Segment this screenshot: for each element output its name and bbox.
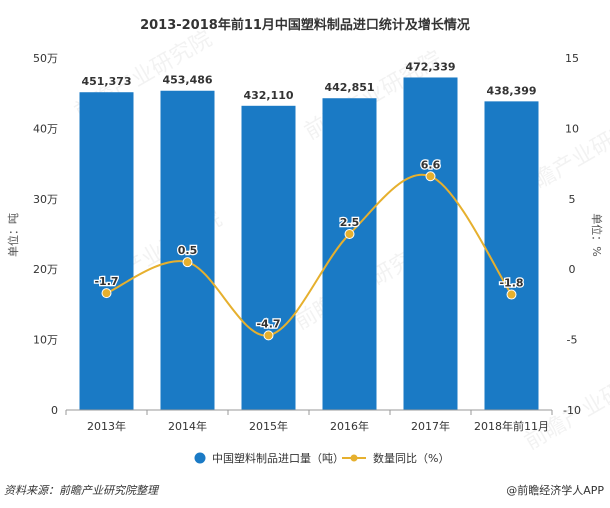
y-right-tick-label: -5 bbox=[567, 334, 578, 347]
x-tick-label: 2017年 bbox=[411, 419, 450, 433]
x-tick-label: 2016年 bbox=[330, 419, 369, 433]
growth-value-label: 0.5 bbox=[178, 244, 198, 257]
bar bbox=[484, 101, 539, 411]
y-right-title: 单位：% bbox=[590, 213, 604, 256]
y-left-tick-label: 40万 bbox=[33, 122, 58, 135]
growth-value-label: 2.5 bbox=[340, 216, 360, 229]
bar-value-label: 451,373 bbox=[81, 75, 131, 88]
legend-line-label: 数量同比（%） bbox=[373, 452, 449, 465]
bar-value-label: 442,851 bbox=[324, 81, 374, 94]
growth-point bbox=[344, 229, 355, 239]
y-left-tick-label: 0 bbox=[51, 404, 58, 417]
y-left-tick-label: 20万 bbox=[33, 263, 58, 276]
y-right-ticks: -10 -5 0 5 10 15 bbox=[563, 52, 581, 417]
legend-line-dot bbox=[350, 454, 358, 462]
y-left-tick-label: 30万 bbox=[33, 193, 58, 206]
growth-labels: -1.7 0.5 -4.7 2.5 6.6 -1.8 bbox=[93, 157, 525, 332]
legend-bar-label: 中国塑料制品进口量（吨） bbox=[212, 451, 344, 465]
brand-note: @前瞻经济学人APP bbox=[506, 483, 604, 497]
y-right-tick-label: 5 bbox=[569, 193, 576, 206]
bar bbox=[241, 105, 296, 411]
y-left-tick-label: 10万 bbox=[33, 334, 58, 347]
x-tick-label: 2014年 bbox=[168, 419, 207, 433]
growth-points bbox=[101, 171, 517, 341]
bar-value-label: 438,399 bbox=[486, 84, 536, 97]
x-tick-label: 2018年前11月 bbox=[474, 419, 549, 433]
bar-value-label: 432,110 bbox=[243, 89, 293, 102]
x-labels: 2013年 2014年 2015年 2016年 2017年 2018年前11月 bbox=[87, 419, 549, 433]
growth-value-label: 6.6 bbox=[421, 158, 441, 171]
y-right-tick-label: -10 bbox=[563, 404, 581, 417]
growth-point bbox=[425, 171, 436, 182]
legend-bar-marker bbox=[194, 452, 206, 464]
growth-value-label: -4.7 bbox=[256, 317, 280, 330]
x-ticks bbox=[65, 410, 553, 415]
bar bbox=[403, 77, 458, 411]
y-left-title: 单位：吨 bbox=[6, 213, 20, 257]
growth-point bbox=[182, 257, 193, 268]
bar-value-label: 472,339 bbox=[405, 60, 455, 73]
growth-value-label: -1.7 bbox=[94, 275, 118, 288]
y-right-tick-label: 10 bbox=[565, 122, 579, 135]
y-right-tick-label: 0 bbox=[569, 263, 576, 276]
bar-value-label: 453,486 bbox=[162, 74, 212, 87]
bar bbox=[160, 90, 215, 411]
bar-labels: 451,373 453,486 432,110 442,851 472,339 438,3… bbox=[81, 60, 536, 101]
growth-value-label: -1.8 bbox=[499, 277, 523, 290]
y-right-tick-label: 15 bbox=[565, 52, 579, 65]
bar bbox=[322, 98, 377, 410]
legend: 中国塑料制品进口量（吨） 数量同比（%） bbox=[194, 451, 449, 465]
chart-title: 2013-2018年前11月中国塑料制品进口统计及增长情况 bbox=[140, 17, 470, 33]
growth-point bbox=[101, 288, 112, 299]
y-left-ticks: 0 10万 20万 30万 40万 50万 bbox=[33, 52, 58, 417]
growth-point bbox=[263, 330, 274, 341]
x-tick-label: 2015年 bbox=[249, 419, 288, 433]
growth-point bbox=[506, 289, 517, 300]
bars bbox=[79, 77, 539, 411]
source-note: 资料来源：前瞻产业研究院整理 bbox=[4, 484, 160, 497]
y-left-tick-label: 50万 bbox=[33, 52, 58, 65]
x-tick-label: 2013年 bbox=[87, 419, 126, 433]
bar bbox=[79, 92, 134, 411]
